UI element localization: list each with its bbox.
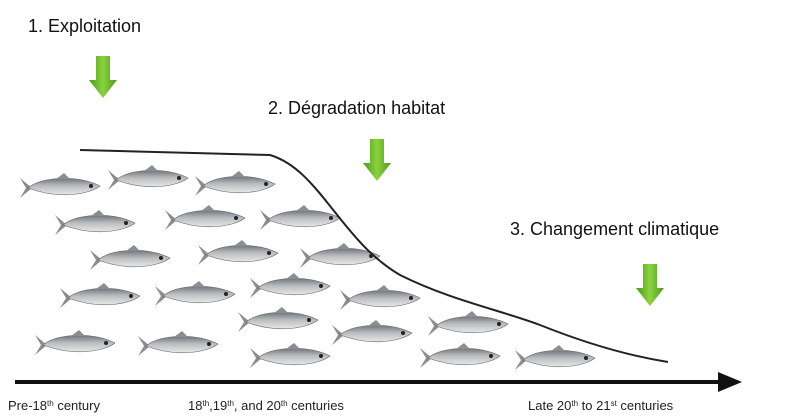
fish — [427, 310, 509, 337]
fish — [249, 342, 331, 369]
superscript: st — [611, 399, 618, 408]
fish — [34, 329, 116, 356]
label-part: Pre-18 — [8, 398, 47, 413]
timeline-label: Late 20th to 21st centuries — [528, 398, 674, 413]
fish — [249, 272, 331, 299]
superscript: th — [571, 399, 578, 408]
stage-label: 2. Dégradation habitat — [268, 98, 445, 118]
label-part: century — [54, 398, 101, 413]
label-part: Late 20 — [528, 398, 571, 413]
population-curve — [79, 149, 669, 363]
superscript: th — [281, 399, 288, 408]
fish — [514, 344, 596, 371]
fish — [154, 280, 236, 307]
fish — [107, 164, 189, 191]
fish — [89, 244, 171, 271]
fish — [259, 204, 341, 231]
stage-label: 3. Changement climatique — [510, 219, 719, 239]
superscript: th — [227, 399, 234, 408]
label-part: ,19 — [209, 398, 227, 413]
superscript: th — [202, 399, 209, 408]
stage-arrow — [89, 56, 117, 98]
fish-school — [19, 164, 596, 371]
fish — [419, 342, 501, 369]
fish — [137, 330, 219, 357]
fish — [54, 209, 136, 236]
stage-label: 1. Exploitation — [28, 16, 141, 36]
fish — [59, 282, 141, 309]
label-part: , and 20 — [234, 398, 281, 413]
timeline-label: 18th,19th, and 20th centuries — [188, 398, 344, 413]
label-part: centuries — [617, 398, 674, 413]
stage-arrow — [636, 264, 664, 306]
time-axis-head — [718, 372, 742, 392]
fish — [299, 242, 381, 269]
label-part: centuries — [288, 398, 345, 413]
fish — [339, 284, 421, 311]
fish — [164, 204, 246, 231]
fish — [237, 306, 319, 333]
fish — [197, 239, 279, 266]
superscript: th — [47, 399, 54, 408]
label-part: 18 — [188, 398, 202, 413]
stage-arrow — [363, 139, 391, 181]
label-part: to 21 — [578, 398, 611, 413]
timeline-label: Pre-18th century — [8, 398, 100, 413]
fish — [19, 172, 101, 199]
fish — [331, 319, 413, 346]
fish — [194, 170, 276, 197]
